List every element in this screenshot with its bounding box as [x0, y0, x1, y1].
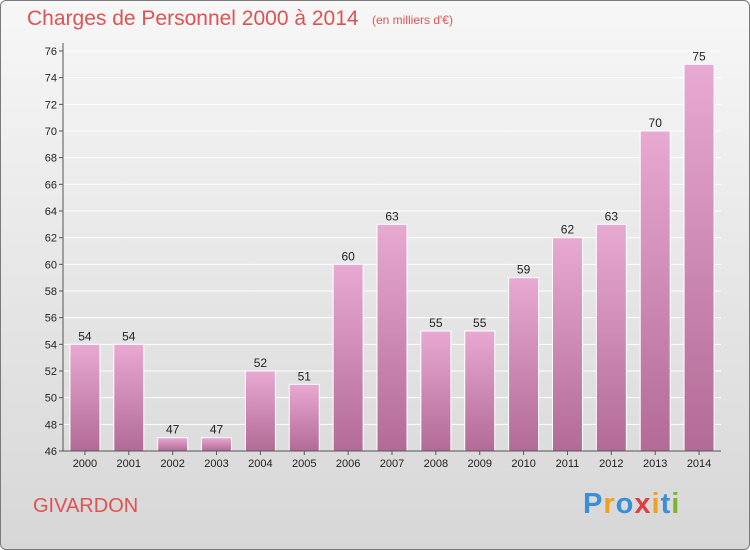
x-tick-label: 2014	[687, 458, 711, 470]
y-tick-label: 74	[45, 73, 57, 85]
x-tick-label: 2007	[380, 458, 404, 470]
y-tick-label: 50	[45, 393, 57, 405]
bar-value-label: 55	[473, 316, 487, 330]
logo-letter: i	[671, 488, 681, 520]
x-tick-label: 2009	[467, 458, 491, 470]
bar	[244, 370, 276, 452]
x-tick-label: 2006	[336, 458, 360, 470]
bar-value-label: 60	[341, 249, 355, 263]
y-tick-label: 56	[45, 313, 57, 325]
x-tick-label: 2012	[599, 458, 623, 470]
bar-value-label: 47	[166, 423, 180, 437]
bar-value-label: 63	[385, 209, 399, 223]
chart-subtitle: (en milliers d'€)	[372, 13, 453, 27]
bar	[376, 223, 408, 452]
bar	[332, 263, 364, 452]
bar	[639, 130, 671, 452]
logo-letter: t	[660, 488, 672, 520]
bar-value-label: 54	[122, 329, 136, 343]
y-tick-label: 60	[45, 259, 57, 271]
y-tick-label: 76	[45, 46, 57, 58]
x-tick-label: 2008	[424, 458, 448, 470]
x-tick-label: 2003	[204, 458, 228, 470]
x-tick-label: 2000	[73, 458, 97, 470]
bar	[157, 437, 189, 452]
bar	[683, 63, 715, 452]
bar	[551, 237, 583, 452]
y-tick-label: 72	[45, 99, 57, 111]
x-tick-label: 2004	[248, 458, 272, 470]
logo-letter: i	[651, 488, 661, 520]
bar-value-label: 62	[561, 223, 575, 237]
y-tick-label: 54	[45, 339, 57, 351]
proxiti-logo: Proxiti	[583, 488, 680, 521]
x-tick-label: 2011	[556, 458, 580, 470]
bar	[113, 343, 145, 452]
bar	[69, 343, 101, 452]
bar	[508, 277, 540, 452]
y-tick-label: 66	[45, 179, 57, 191]
x-tick-label: 2013	[643, 458, 667, 470]
bar	[288, 383, 320, 452]
bar	[201, 437, 233, 452]
bar	[420, 330, 452, 452]
y-tick-label: 64	[45, 206, 57, 218]
logo-letter: r	[603, 488, 616, 520]
y-tick-label: 62	[45, 233, 57, 245]
commune-name: GIVARDON	[33, 495, 139, 517]
logo-letter: P	[583, 488, 604, 520]
bar-value-label: 54	[78, 329, 92, 343]
y-tick-label: 48	[45, 419, 57, 431]
bar-value-label: 51	[298, 369, 312, 383]
logo-letter: o	[615, 488, 635, 520]
x-tick-label: 2005	[292, 458, 316, 470]
y-tick-label: 68	[45, 153, 57, 165]
bar-value-label: 52	[254, 356, 268, 370]
x-tick-label: 2002	[160, 458, 184, 470]
y-tick-label: 58	[45, 286, 57, 298]
logo-letter: x	[634, 488, 652, 520]
bar-value-label: 55	[429, 316, 443, 330]
y-tick-label: 46	[45, 446, 57, 458]
x-tick-label: 2001	[117, 458, 141, 470]
x-tick-label: 2010	[511, 458, 535, 470]
y-tick-label: 70	[45, 126, 57, 138]
bar-value-label: 70	[649, 116, 663, 130]
y-tick-label: 52	[45, 366, 57, 378]
bar-value-label: 59	[517, 263, 531, 277]
chart-title: Charges de Personnel 2000 à 2014	[27, 7, 359, 30]
bar	[464, 330, 496, 452]
bar-value-label: 75	[692, 49, 706, 63]
bar-value-label: 63	[605, 209, 619, 223]
bar	[595, 223, 627, 452]
bar-value-label: 47	[210, 423, 224, 437]
